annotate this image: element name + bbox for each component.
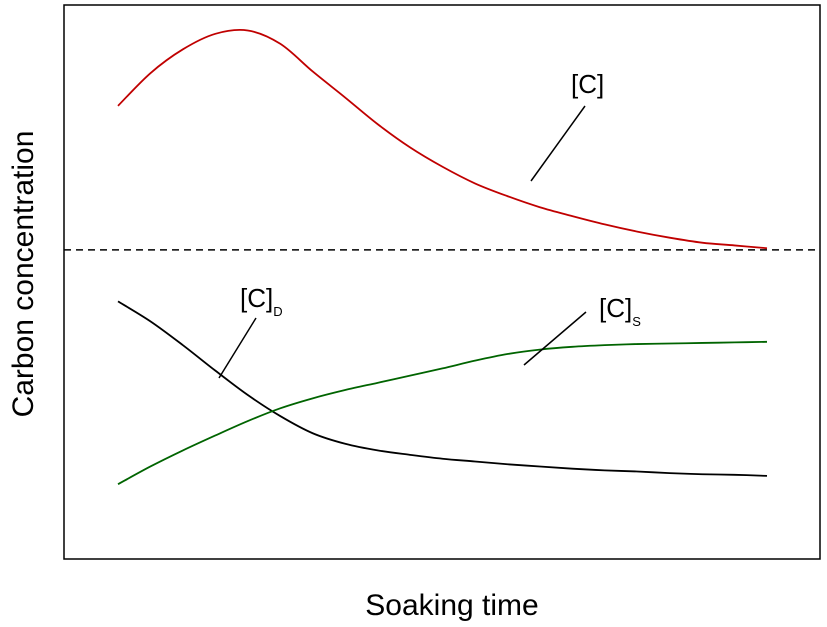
y-axis-title: Carbon concentration	[7, 131, 40, 418]
label-leader-cd	[218, 317, 257, 379]
series-line-c	[117, 28, 768, 250]
curve-label-cs-subscript: S	[632, 314, 641, 329]
curve-label-c: [C]	[571, 69, 604, 99]
series-line-cs	[117, 340, 768, 486]
label-leader-c	[530, 105, 586, 182]
label-leader-cs	[523, 311, 587, 366]
plot-frame	[63, 4, 821, 560]
curve-label-cs: [C]S	[599, 293, 641, 329]
x-axis-title: Soaking time	[365, 589, 538, 622]
curve-label-cd-main: [C]	[240, 283, 273, 313]
curve-label-cd-subscript: D	[273, 304, 282, 319]
series-line-cd	[117, 300, 768, 477]
curve-label-cd: [C]D	[240, 283, 283, 319]
curve-label-cs-main: [C]	[599, 293, 632, 323]
series-layer	[117, 28, 768, 486]
